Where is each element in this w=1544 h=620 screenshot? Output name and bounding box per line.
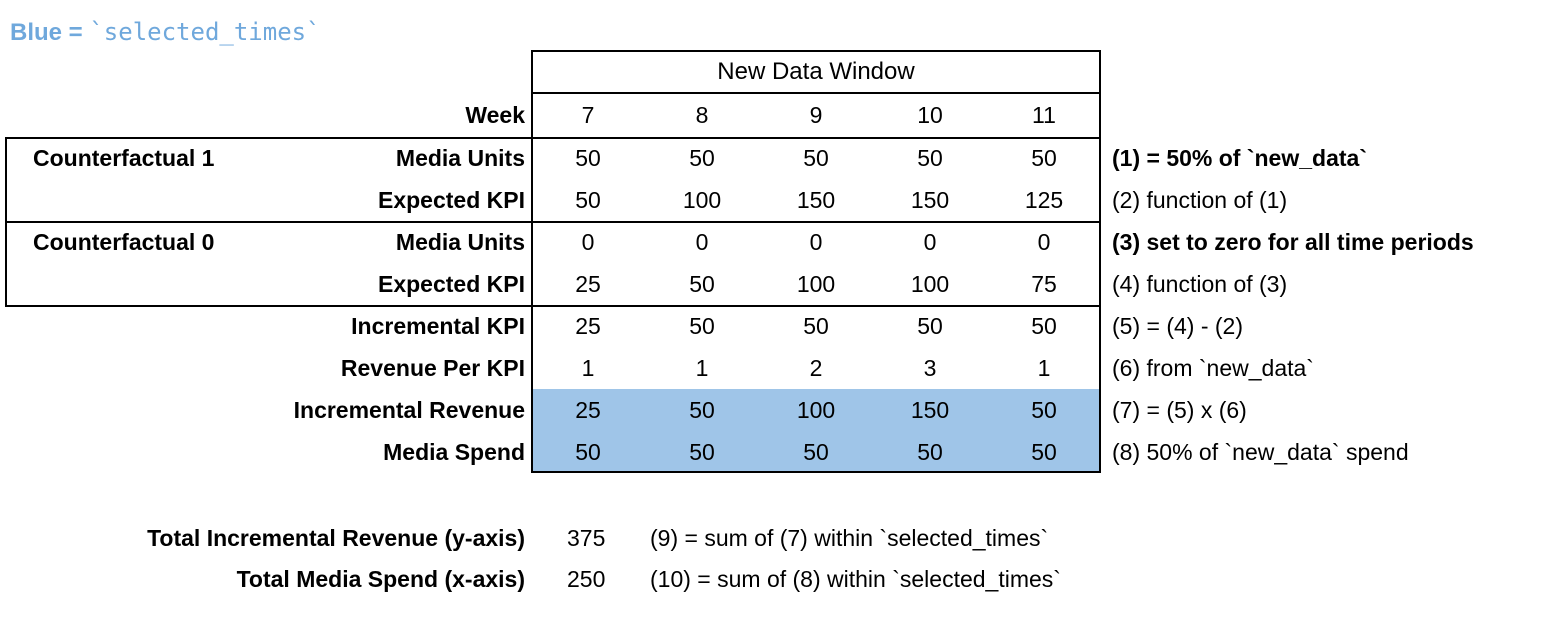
selected-times-highlight (533, 389, 1099, 471)
cell: 50 (689, 397, 715, 423)
total-incremental-revenue-label: Total Incremental Revenue (y-axis) (147, 525, 525, 551)
table-row-values: 50 50 50 50 50 (531, 137, 1101, 179)
cell: 50 (689, 271, 715, 297)
cell: 100 (796, 271, 836, 297)
cell: 50 (1031, 439, 1057, 465)
cell: 50 (803, 145, 829, 171)
group-label-counterfactual-1: Counterfactual 1 (33, 145, 215, 171)
row-label-expected-kpi-cf0: Expected KPI (378, 271, 525, 297)
legend: Blue = `selected_times` (10, 18, 321, 47)
cell: 25 (575, 313, 601, 339)
cell: 50 (917, 439, 943, 465)
annotation-8: (8) 50% of `new_data` spend (1112, 439, 1409, 465)
annotation-4: (4) function of (3) (1112, 271, 1288, 297)
table-row-values: 25 50 50 50 50 (531, 305, 1101, 347)
annotation-9: (9) = sum of (7) within `selected_times` (650, 525, 1049, 551)
cell: 100 (910, 271, 950, 297)
row-label-media-spend: Media Spend (383, 439, 525, 465)
annotation-10: (10) = sum of (8) within `selected_times… (650, 566, 1061, 592)
cell: 50 (575, 187, 601, 213)
table-row-values: 50 100 150 150 125 (531, 179, 1101, 221)
cell: 75 (1031, 271, 1057, 297)
cell: 50 (917, 313, 943, 339)
counterfactual-divider-line (5, 221, 1101, 223)
cell: 100 (682, 187, 722, 213)
cell: 150 (910, 187, 950, 213)
table-row-values-highlighted: 25 50 100 150 50 (531, 389, 1101, 431)
total-media-spend-label: Total Media Spend (x-axis) (236, 566, 525, 592)
cell: 50 (575, 145, 601, 171)
annotation-1: (1) = 50% of `new_data` (1112, 145, 1367, 171)
row-label-incremental-kpi: Incremental KPI (351, 313, 525, 339)
cell: 150 (910, 397, 950, 423)
group-label-counterfactual-0: Counterfactual 0 (33, 229, 215, 255)
cell: 25 (575, 397, 601, 423)
cell: 125 (1024, 187, 1064, 213)
table-row-values: 0 0 0 0 0 (531, 221, 1101, 263)
week-number: 8 (695, 102, 709, 128)
cell: 2 (809, 355, 823, 381)
cell: 50 (1031, 397, 1057, 423)
total-media-spend-value: 250 (567, 566, 606, 592)
week-number: 7 (581, 102, 595, 128)
row-label-expected-kpi-cf1: Expected KPI (378, 187, 525, 213)
cell: 50 (689, 313, 715, 339)
counterfactual0-bottom-line (5, 305, 1101, 307)
cell: 50 (689, 439, 715, 465)
week-number: 9 (809, 102, 823, 128)
week-header-row: 7 8 9 10 11 (531, 94, 1101, 137)
cell: 0 (695, 229, 709, 255)
counterfactual1-top-line (5, 137, 1101, 139)
row-label-revenue-per-kpi: Revenue Per KPI (340, 355, 525, 381)
annotation-7: (7) = (5) x (6) (1112, 397, 1247, 423)
cell: 3 (923, 355, 937, 381)
cell: 50 (917, 145, 943, 171)
legend-blue-label: Blue = (10, 19, 90, 46)
week-number: 10 (917, 102, 943, 128)
row-label-media-units-cf0: Media Units (395, 229, 525, 255)
cell: 150 (796, 187, 836, 213)
annotation-3: (3) set to zero for all time periods (1112, 229, 1474, 255)
cell: 50 (689, 145, 715, 171)
table-row-values-highlighted: 50 50 50 50 50 (531, 431, 1101, 473)
cell: 50 (803, 439, 829, 465)
annotation-6: (6) from `new_data` (1112, 355, 1314, 381)
annotation-2: (2) function of (1) (1112, 187, 1288, 213)
cell: 100 (796, 397, 836, 423)
legend-code-selected-times: `selected_times` (89, 18, 321, 46)
cell: 1 (695, 355, 709, 381)
cell: 1 (1037, 355, 1051, 381)
table-row-values: 1 1 2 3 1 (531, 347, 1101, 389)
cell: 50 (1031, 145, 1057, 171)
counterfactual-box-left-border (5, 137, 7, 307)
week-label: Week (465, 102, 525, 128)
cell: 50 (575, 439, 601, 465)
cell: 0 (581, 229, 595, 255)
header-divider-line (531, 92, 1101, 94)
week-number: 11 (1032, 102, 1056, 128)
data-table-outline (531, 50, 1101, 473)
row-label-media-units-cf1: Media Units (395, 145, 525, 171)
cell: 50 (803, 313, 829, 339)
cell: 1 (581, 355, 595, 381)
cell: 25 (575, 271, 601, 297)
row-label-incremental-revenue: Incremental Revenue (293, 397, 525, 423)
new-data-window-title: New Data Window (717, 58, 915, 85)
annotation-5: (5) = (4) - (2) (1112, 313, 1243, 339)
cell: 0 (923, 229, 937, 255)
cell: 0 (809, 229, 823, 255)
total-incremental-revenue-value: 375 (567, 525, 606, 551)
table-row-values: 25 50 100 100 75 (531, 263, 1101, 305)
cell: 0 (1037, 229, 1051, 255)
cell: 50 (1031, 313, 1057, 339)
